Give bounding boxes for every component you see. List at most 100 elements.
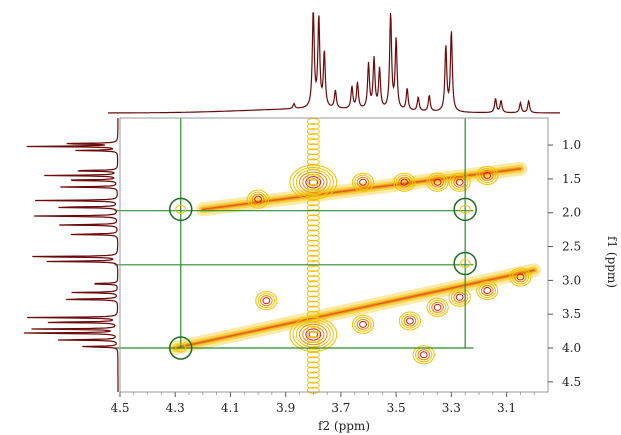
contour-peak <box>426 297 449 317</box>
x-tick-label: 4.1 <box>221 401 240 415</box>
x-tick-label: 3.7 <box>331 401 350 415</box>
contour-peak <box>511 269 530 285</box>
x-tick-label: 3.3 <box>442 401 461 415</box>
y-axis: 1.0 1.5 2.0 2.5 3.0 3.5 4.0 4.5 <box>548 138 581 389</box>
contour-peak <box>298 171 328 193</box>
contour-peak <box>262 297 271 305</box>
contour-peak <box>403 315 417 327</box>
streak-contour <box>306 128 320 135</box>
contour-peak <box>417 349 431 361</box>
diagonal-ridge <box>174 269 535 349</box>
y-axis-title: f1 (ppm) <box>605 236 619 288</box>
y-tick-label: 2.5 <box>562 240 581 254</box>
streak-contour <box>306 153 320 161</box>
contour-peak <box>455 178 464 186</box>
contour-peak <box>257 293 276 309</box>
streak-contour <box>306 300 320 308</box>
contour-peak <box>401 313 419 329</box>
y-tick-label: 2.0 <box>562 206 581 220</box>
streak-contour <box>306 168 320 176</box>
contour-peak <box>450 289 469 305</box>
correlation-lines <box>114 118 474 349</box>
streak-contour <box>306 260 320 267</box>
contour-peak <box>295 321 331 348</box>
streak-contour <box>306 173 320 181</box>
contour-peak <box>393 172 416 192</box>
streak-contour <box>306 356 320 364</box>
contour-peak <box>406 317 414 325</box>
streak-contour <box>306 214 320 222</box>
contour-peak <box>483 172 492 180</box>
crosspeak-circles <box>168 197 477 360</box>
y-tick-label: 1.0 <box>562 138 581 152</box>
plot-frame <box>119 117 549 393</box>
contour-peak <box>351 314 375 334</box>
contour-peak <box>476 166 499 186</box>
streak-contour <box>306 178 320 186</box>
contour-peak <box>509 267 532 287</box>
y-tick-label: 3.5 <box>562 307 581 321</box>
y-tick-label: 3.0 <box>562 273 581 287</box>
contour-peak <box>398 176 411 188</box>
contour-peak <box>305 176 322 189</box>
streak-contour <box>306 310 320 318</box>
streak-contour <box>306 295 320 303</box>
contour-peak <box>428 299 447 315</box>
crosspeak-circle <box>168 197 193 222</box>
streak-contour <box>306 183 320 191</box>
crosspeak-contour <box>459 258 471 268</box>
streak-contour <box>306 123 320 130</box>
y-tick-label: 4.0 <box>562 341 581 355</box>
x-tick-label: 3.1 <box>497 401 516 415</box>
streak-contour <box>306 305 320 313</box>
contour-peak <box>359 320 367 328</box>
contour-peak <box>433 178 442 186</box>
crosspeak-contour <box>175 204 187 214</box>
contour-peak <box>450 174 469 190</box>
contour-peak <box>395 174 414 190</box>
streak-contour <box>306 239 320 247</box>
x-axis-title: f2 (ppm) <box>318 419 370 433</box>
contour-peak <box>514 271 527 283</box>
streak-contour <box>306 361 320 369</box>
contour-peak <box>480 285 494 297</box>
contour-peak <box>354 174 372 190</box>
streak-contour <box>306 290 320 298</box>
streak-contour <box>306 229 320 237</box>
contour-peak <box>433 303 442 311</box>
crosspeak-circle <box>168 336 193 360</box>
streak-contour <box>306 249 320 257</box>
contour-peak <box>431 176 444 188</box>
contour-peak <box>476 281 499 301</box>
streak-contour <box>306 234 320 242</box>
x-axis: 4.5 4.3 4.1 3.9 3.7 3.5 3.3 3.1 <box>110 392 535 415</box>
streak-contour <box>306 209 320 217</box>
y-tick-label: 4.5 <box>562 375 581 389</box>
streak-contour <box>306 270 320 278</box>
streak-contour <box>306 133 320 141</box>
contour-peak <box>426 172 449 192</box>
y-tick-label: 1.5 <box>562 172 581 186</box>
contour-peak <box>356 318 370 330</box>
contour-peak <box>356 176 370 188</box>
streak-contour <box>306 138 320 146</box>
contour-peak <box>400 178 409 186</box>
streak-contour <box>306 331 320 338</box>
streak-contour <box>306 194 320 201</box>
contour-peak <box>251 193 265 205</box>
contour-peak <box>292 319 334 350</box>
streak-contour <box>306 199 320 207</box>
contour-peak <box>398 311 422 331</box>
streak-contour <box>306 346 320 354</box>
streak-contour <box>306 320 320 328</box>
f2-projection-trace <box>108 12 560 114</box>
streak-contour <box>306 224 320 232</box>
streak-contour <box>306 219 320 227</box>
contour-peak <box>431 301 444 313</box>
streak-contour <box>306 188 320 196</box>
streak-contour <box>306 325 320 333</box>
crosspeak-circle <box>453 197 477 222</box>
contour-peak <box>516 273 525 281</box>
contour-peak <box>453 291 466 303</box>
streak-contour <box>306 148 320 156</box>
